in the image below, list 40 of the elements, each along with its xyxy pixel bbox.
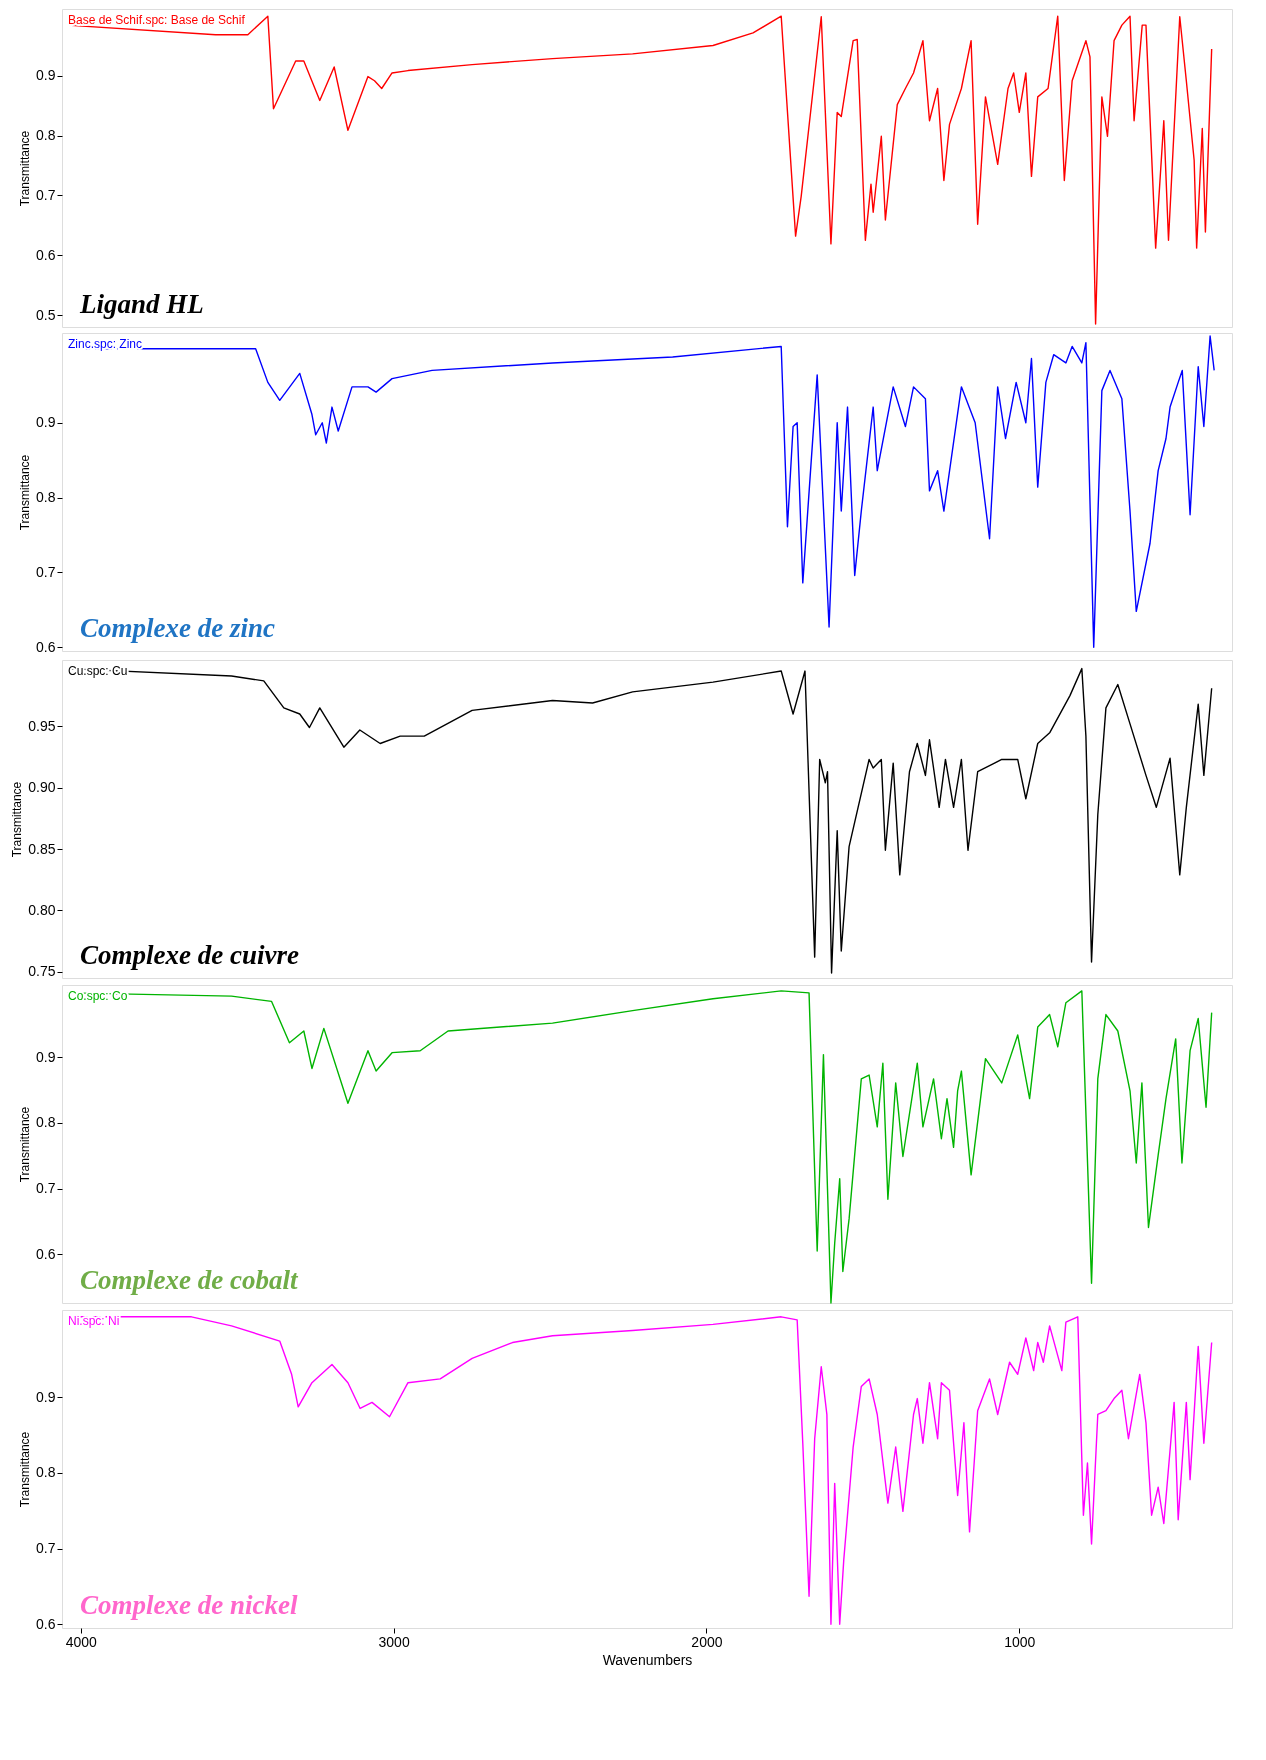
annotation: Complexe de zinc (80, 613, 275, 643)
y-tick-label: 0.85 (28, 840, 56, 857)
y-tick-label: 0.7 (36, 187, 56, 203)
x-tick-label: 1000 (1004, 1633, 1036, 1650)
y-tick-label: 0.90 (28, 779, 56, 796)
y-tick-label: 0.7 (36, 563, 56, 580)
annotation: Complexe de nickel (80, 1590, 298, 1620)
annotation: Base de Schif.spc: Base de Schif (68, 13, 246, 27)
y-tick-label: 0.75 (28, 963, 56, 980)
x-tick-label: 4000 (65, 1633, 98, 1650)
y-tick-label: 0.95 (28, 717, 56, 734)
y-axis-title: Transmittance (10, 781, 25, 858)
y-tick-label: 0.5 (36, 306, 56, 323)
y-axis-title: Transmittance (18, 1431, 33, 1508)
x-tick-label: 2000 (691, 1633, 723, 1650)
y-tick-label: 0.6 (36, 1245, 56, 1262)
x-tick-label: 3000 (378, 1633, 410, 1650)
y-tick-label: 0.80 (28, 901, 56, 918)
y-axis-title: Transmittance (18, 130, 33, 207)
x-axis-title: Wavenumbers (602, 1651, 693, 1668)
annotation: Complexe de cobalt (80, 1265, 299, 1295)
y-tick-label: 0.6 (36, 638, 56, 655)
y-axis-title: Transmittance (18, 1106, 33, 1183)
annotation: Ligand HL (79, 289, 204, 319)
y-tick-label: 0.6 (36, 1615, 56, 1632)
annotation: Zinc.spc: Zinc (68, 337, 143, 351)
y-tick-label: 0.9 (36, 1048, 56, 1065)
y-tick-label: 0.9 (36, 1388, 56, 1405)
y-tick-label: 0.7 (36, 1540, 56, 1556)
y-tick-label: 0.9 (36, 414, 56, 431)
y-tick-label: 0.8 (36, 1114, 56, 1131)
y-tick-label: 0.7 (36, 1180, 56, 1197)
y-tick-label: 0.9 (36, 67, 56, 84)
y-tick-label: 0.8 (36, 1464, 56, 1481)
annotation: Ni.spc: Ni (68, 1314, 120, 1328)
y-axis-title: Transmittance (18, 454, 33, 531)
y-tick-label: 0.6 (36, 246, 56, 263)
y-tick-label: 0.8 (36, 489, 56, 506)
y-tick-label: 0.8 (36, 127, 56, 144)
annotation: Complexe de cuivre (80, 940, 299, 970)
